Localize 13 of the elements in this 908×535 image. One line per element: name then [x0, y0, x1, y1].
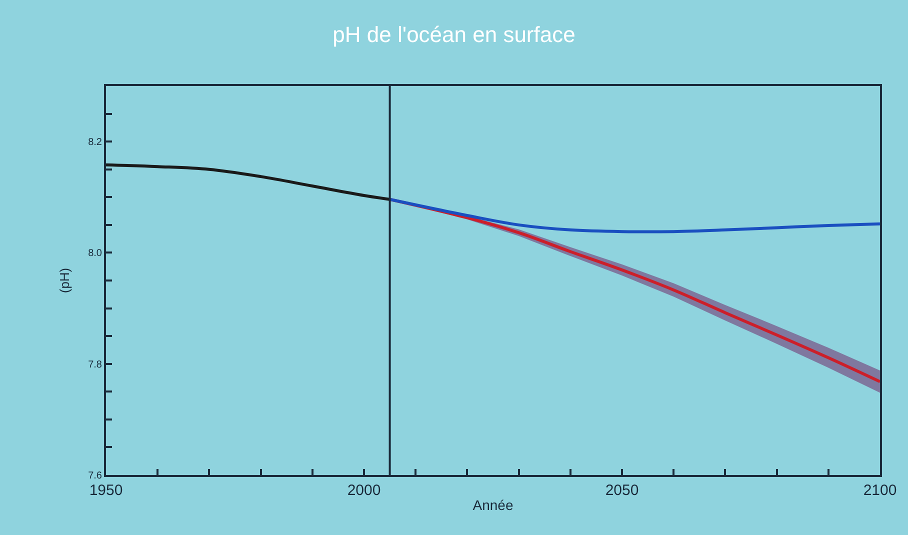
y-axis-title: (pH)	[57, 268, 72, 294]
y-tick-label: 7.6	[88, 470, 102, 482]
x-tick-label: 1950	[89, 482, 123, 499]
x-axis-title: Année	[472, 496, 514, 513]
y-tick-label: 8.0	[88, 248, 102, 260]
chart-title: pH de l'océan en surface	[332, 22, 576, 48]
y-tick-label: 7.8	[88, 359, 102, 370]
line-series	[388, 198, 880, 234]
x-tick-label: 2100	[863, 482, 897, 499]
y-tick-label: 8.2	[88, 137, 102, 148]
x-tick-label: 2050	[605, 482, 639, 499]
line-series	[106, 163, 392, 201]
x-tick-label: 2000	[347, 482, 381, 499]
